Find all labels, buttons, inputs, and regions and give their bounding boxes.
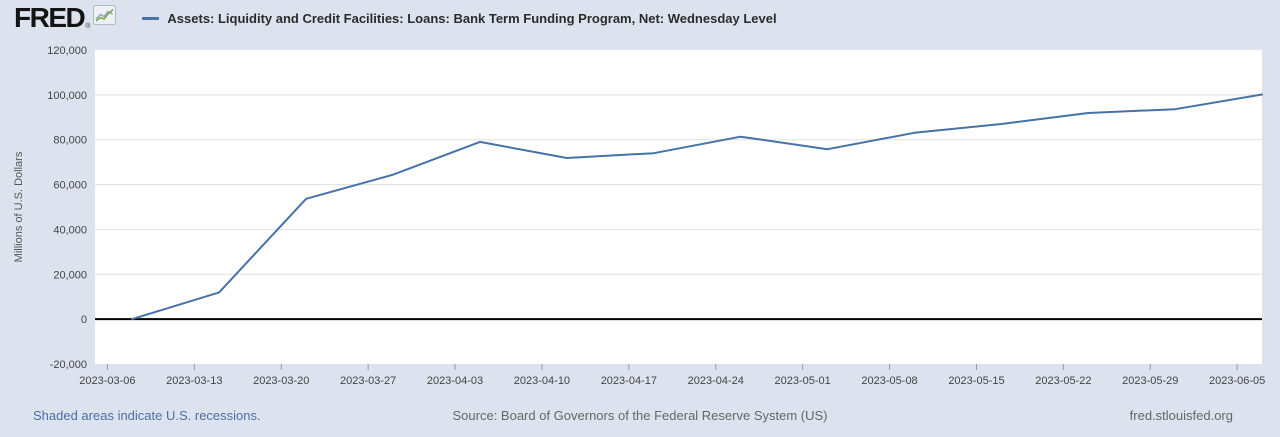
y-tick-label: 80,000 [53, 135, 87, 147]
y-tick-label: 100,000 [47, 90, 87, 102]
y-tick-label: 120,000 [47, 45, 87, 57]
x-tick-label: 2023-04-24 [688, 375, 744, 387]
fred-logo[interactable]: FRED ® [14, 2, 117, 33]
series-line[interactable] [131, 93, 1263, 321]
y-tick-label: 20,000 [53, 269, 87, 281]
y-tick-label: -20,000 [50, 359, 87, 371]
fred-site-link[interactable]: fred.stlouisfed.org [1129, 408, 1233, 423]
x-tick-label: 2023-03-20 [253, 375, 309, 387]
x-tick-label: 2023-05-29 [1122, 375, 1178, 387]
x-tick-label: 2023-03-06 [79, 375, 135, 387]
y-tick-label: 40,000 [53, 224, 87, 236]
x-tick-label: 2023-05-01 [775, 375, 831, 387]
plot-area[interactable] [95, 50, 1262, 364]
y-axis-title: Millions of U.S. Dollars [13, 151, 25, 262]
source-text: Source: Board of Governors of the Federa… [452, 408, 828, 423]
registered-trademark-icon: ® [85, 23, 91, 30]
x-tick-label: 2023-03-13 [166, 375, 222, 387]
y-tick-label: 60,000 [53, 180, 87, 192]
x-tick-label: 2023-04-10 [514, 375, 570, 387]
y-tick-label: 0 [81, 314, 87, 326]
series-legend-dash-icon [142, 16, 160, 20]
chart-header: FRED ® Assets: Liquidity and Credit Faci… [14, 2, 777, 33]
x-tick-label: 2023-03-27 [340, 375, 396, 387]
x-tick-label: 2023-05-15 [948, 375, 1004, 387]
x-tick-label: 2023-04-03 [427, 375, 483, 387]
x-tick-label: 2023-06-05 [1209, 375, 1265, 387]
x-tick-label: 2023-04-17 [601, 375, 657, 387]
fred-sparkline-icon [93, 5, 117, 30]
x-tick-label: 2023-05-08 [861, 375, 917, 387]
series-title: Assets: Liquidity and Credit Facilities:… [167, 10, 777, 26]
chart-legend: Assets: Liquidity and Credit Facilities:… [142, 10, 777, 26]
x-tick-label: 2023-05-22 [1035, 375, 1091, 387]
fred-logo-text: FRED [14, 2, 86, 33]
chart-footer: Shaded areas indicate U.S. recessions. S… [0, 408, 1280, 426]
recessions-note-link[interactable]: Shaded areas indicate U.S. recessions. [33, 408, 261, 423]
